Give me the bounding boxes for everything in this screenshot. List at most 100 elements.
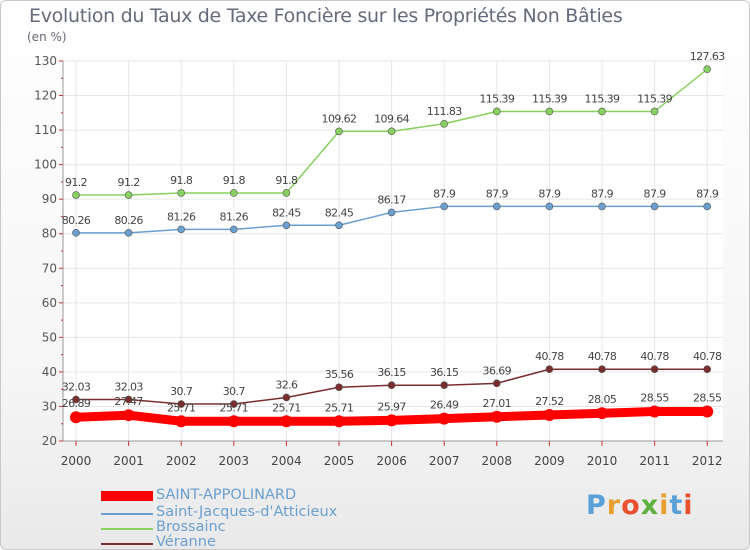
data-label-veranne: 36.69	[483, 364, 512, 377]
data-label-brossainc: 115.39	[585, 92, 620, 105]
data-label-veranne: 32.6	[275, 378, 298, 391]
data-label-saint-jacques-d-atticieux: 82.45	[325, 206, 354, 219]
data-point-saint-appolinard	[122, 409, 135, 422]
x-tick-label: 2008	[482, 454, 513, 468]
x-tick-label: 2002	[166, 454, 197, 468]
data-label-brossainc: 127.63	[690, 50, 725, 63]
logo-letter: i	[659, 490, 670, 521]
x-tick-label: 2010	[587, 454, 618, 468]
data-point-brossainc	[387, 127, 396, 136]
data-point-veranne	[440, 381, 449, 390]
data-label-brossainc: 91.8	[275, 174, 298, 187]
data-label-veranne: 35.56	[325, 368, 354, 381]
x-tick-label: 2011	[639, 454, 670, 468]
data-point-saint-appolinard	[648, 405, 661, 418]
data-label-saint-jacques-d-atticieux: 81.26	[220, 210, 249, 223]
data-label-saint-appolinard: 27.01	[483, 397, 512, 410]
logo-letter: i	[683, 490, 694, 521]
data-point-saint-appolinard	[543, 409, 556, 422]
data-point-saint-appolinard	[280, 415, 293, 428]
data-point-saint-appolinard	[490, 410, 503, 423]
data-point-saint-jacques-d-atticieux	[598, 202, 606, 211]
plot-area	[63, 61, 723, 441]
data-label-brossainc: 109.64	[374, 112, 409, 125]
y-tick-label: 60	[42, 296, 57, 310]
data-point-veranne	[335, 383, 343, 392]
x-tick-label: 2009	[534, 454, 565, 468]
data-label-veranne: 36.15	[377, 366, 406, 379]
data-point-saint-jacques-d-atticieux	[230, 225, 238, 234]
data-point-veranne	[650, 365, 659, 374]
data-label-saint-appolinard: 26.89	[62, 397, 91, 410]
data-label-saint-jacques-d-atticieux: 87.9	[696, 187, 719, 200]
data-label-brossainc: 111.83	[427, 105, 462, 118]
legend-label: Véranne	[156, 534, 216, 550]
data-point-brossainc	[72, 191, 80, 199]
data-point-saint-jacques-d-atticieux	[440, 202, 449, 211]
data-label-veranne: 30.7	[170, 385, 193, 398]
data-point-veranne	[177, 400, 185, 408]
data-label-saint-jacques-d-atticieux: 82.45	[272, 206, 301, 219]
y-unit-label: (en %)	[27, 30, 67, 44]
data-point-brossainc	[598, 107, 606, 116]
data-point-saint-jacques-d-atticieux	[492, 202, 501, 211]
data-point-saint-appolinard	[333, 415, 345, 428]
x-tick-label: 2000	[61, 454, 92, 468]
data-point-brossainc	[124, 191, 133, 199]
data-label-saint-jacques-d-atticieux: 87.9	[644, 187, 667, 200]
x-tick-label: 2001	[113, 454, 144, 468]
data-label-saint-jacques-d-atticieux: 87.9	[538, 187, 561, 200]
data-point-saint-jacques-d-atticieux	[703, 202, 712, 211]
legend-swatch-veranne	[101, 543, 153, 545]
data-point-saint-appolinard	[596, 407, 608, 420]
data-label-saint-jacques-d-atticieux: 80.26	[62, 214, 91, 227]
data-label-veranne: 32.03	[114, 380, 143, 393]
data-label-brossainc: 115.39	[637, 92, 672, 105]
data-point-saint-appolinard	[438, 412, 451, 425]
y-tick-label: 20	[42, 434, 57, 448]
data-point-saint-appolinard	[175, 415, 188, 428]
data-point-veranne	[387, 381, 396, 390]
chart-title: Evolution du Taux de Taxe Foncière sur l…	[29, 5, 623, 27]
legend-swatch-brossainc	[101, 528, 153, 530]
data-point-brossainc	[545, 107, 554, 116]
data-label-saint-jacques-d-atticieux: 86.17	[377, 193, 406, 206]
y-tick-label: 120	[34, 89, 57, 103]
data-label-veranne: 32.03	[62, 380, 91, 393]
data-label-veranne: 36.15	[430, 366, 459, 379]
data-label-saint-jacques-d-atticieux: 87.9	[486, 187, 509, 200]
data-label-saint-appolinard: 28.55	[640, 391, 669, 404]
x-tick-label: 2005	[324, 454, 355, 468]
logo-letter: P	[586, 490, 607, 521]
data-label-saint-appolinard: 25.71	[220, 401, 249, 414]
data-point-saint-jacques-d-atticieux	[650, 202, 659, 211]
data-label-saint-appolinard: 28.55	[693, 391, 722, 404]
y-tick-label: 130	[34, 54, 57, 68]
data-label-veranne: 40.78	[640, 350, 669, 363]
data-point-saint-appolinard	[385, 414, 398, 427]
data-point-saint-jacques-d-atticieux	[545, 202, 554, 211]
data-label-veranne: 40.78	[693, 350, 722, 363]
data-label-brossainc: 109.62	[322, 112, 357, 125]
data-label-saint-appolinard: 28.05	[588, 393, 617, 406]
data-point-veranne	[598, 365, 606, 374]
data-label-brossainc: 115.39	[479, 92, 514, 105]
logo-letter: o	[621, 490, 641, 521]
logo-letter: x	[640, 490, 660, 521]
data-point-brossainc	[230, 189, 238, 197]
data-label-veranne: 40.78	[535, 350, 564, 363]
data-label-brossainc: 115.39	[532, 92, 567, 105]
data-label-saint-jacques-d-atticieux: 81.26	[167, 210, 196, 223]
data-label-brossainc: 91.8	[170, 174, 193, 187]
data-label-brossainc: 91.8	[223, 174, 246, 187]
data-label-saint-jacques-d-atticieux: 80.26	[114, 214, 143, 227]
data-point-veranne	[545, 365, 554, 374]
data-point-saint-jacques-d-atticieux	[177, 225, 185, 234]
data-label-saint-appolinard: 25.97	[377, 400, 406, 413]
y-tick-label: 40	[42, 365, 57, 379]
legend-label: Saint-Jacques-d'Atticieux	[156, 504, 338, 520]
y-tick-label: 70	[42, 261, 57, 275]
data-label-saint-jacques-d-atticieux: 87.9	[591, 187, 614, 200]
data-point-saint-jacques-d-atticieux	[72, 229, 80, 237]
